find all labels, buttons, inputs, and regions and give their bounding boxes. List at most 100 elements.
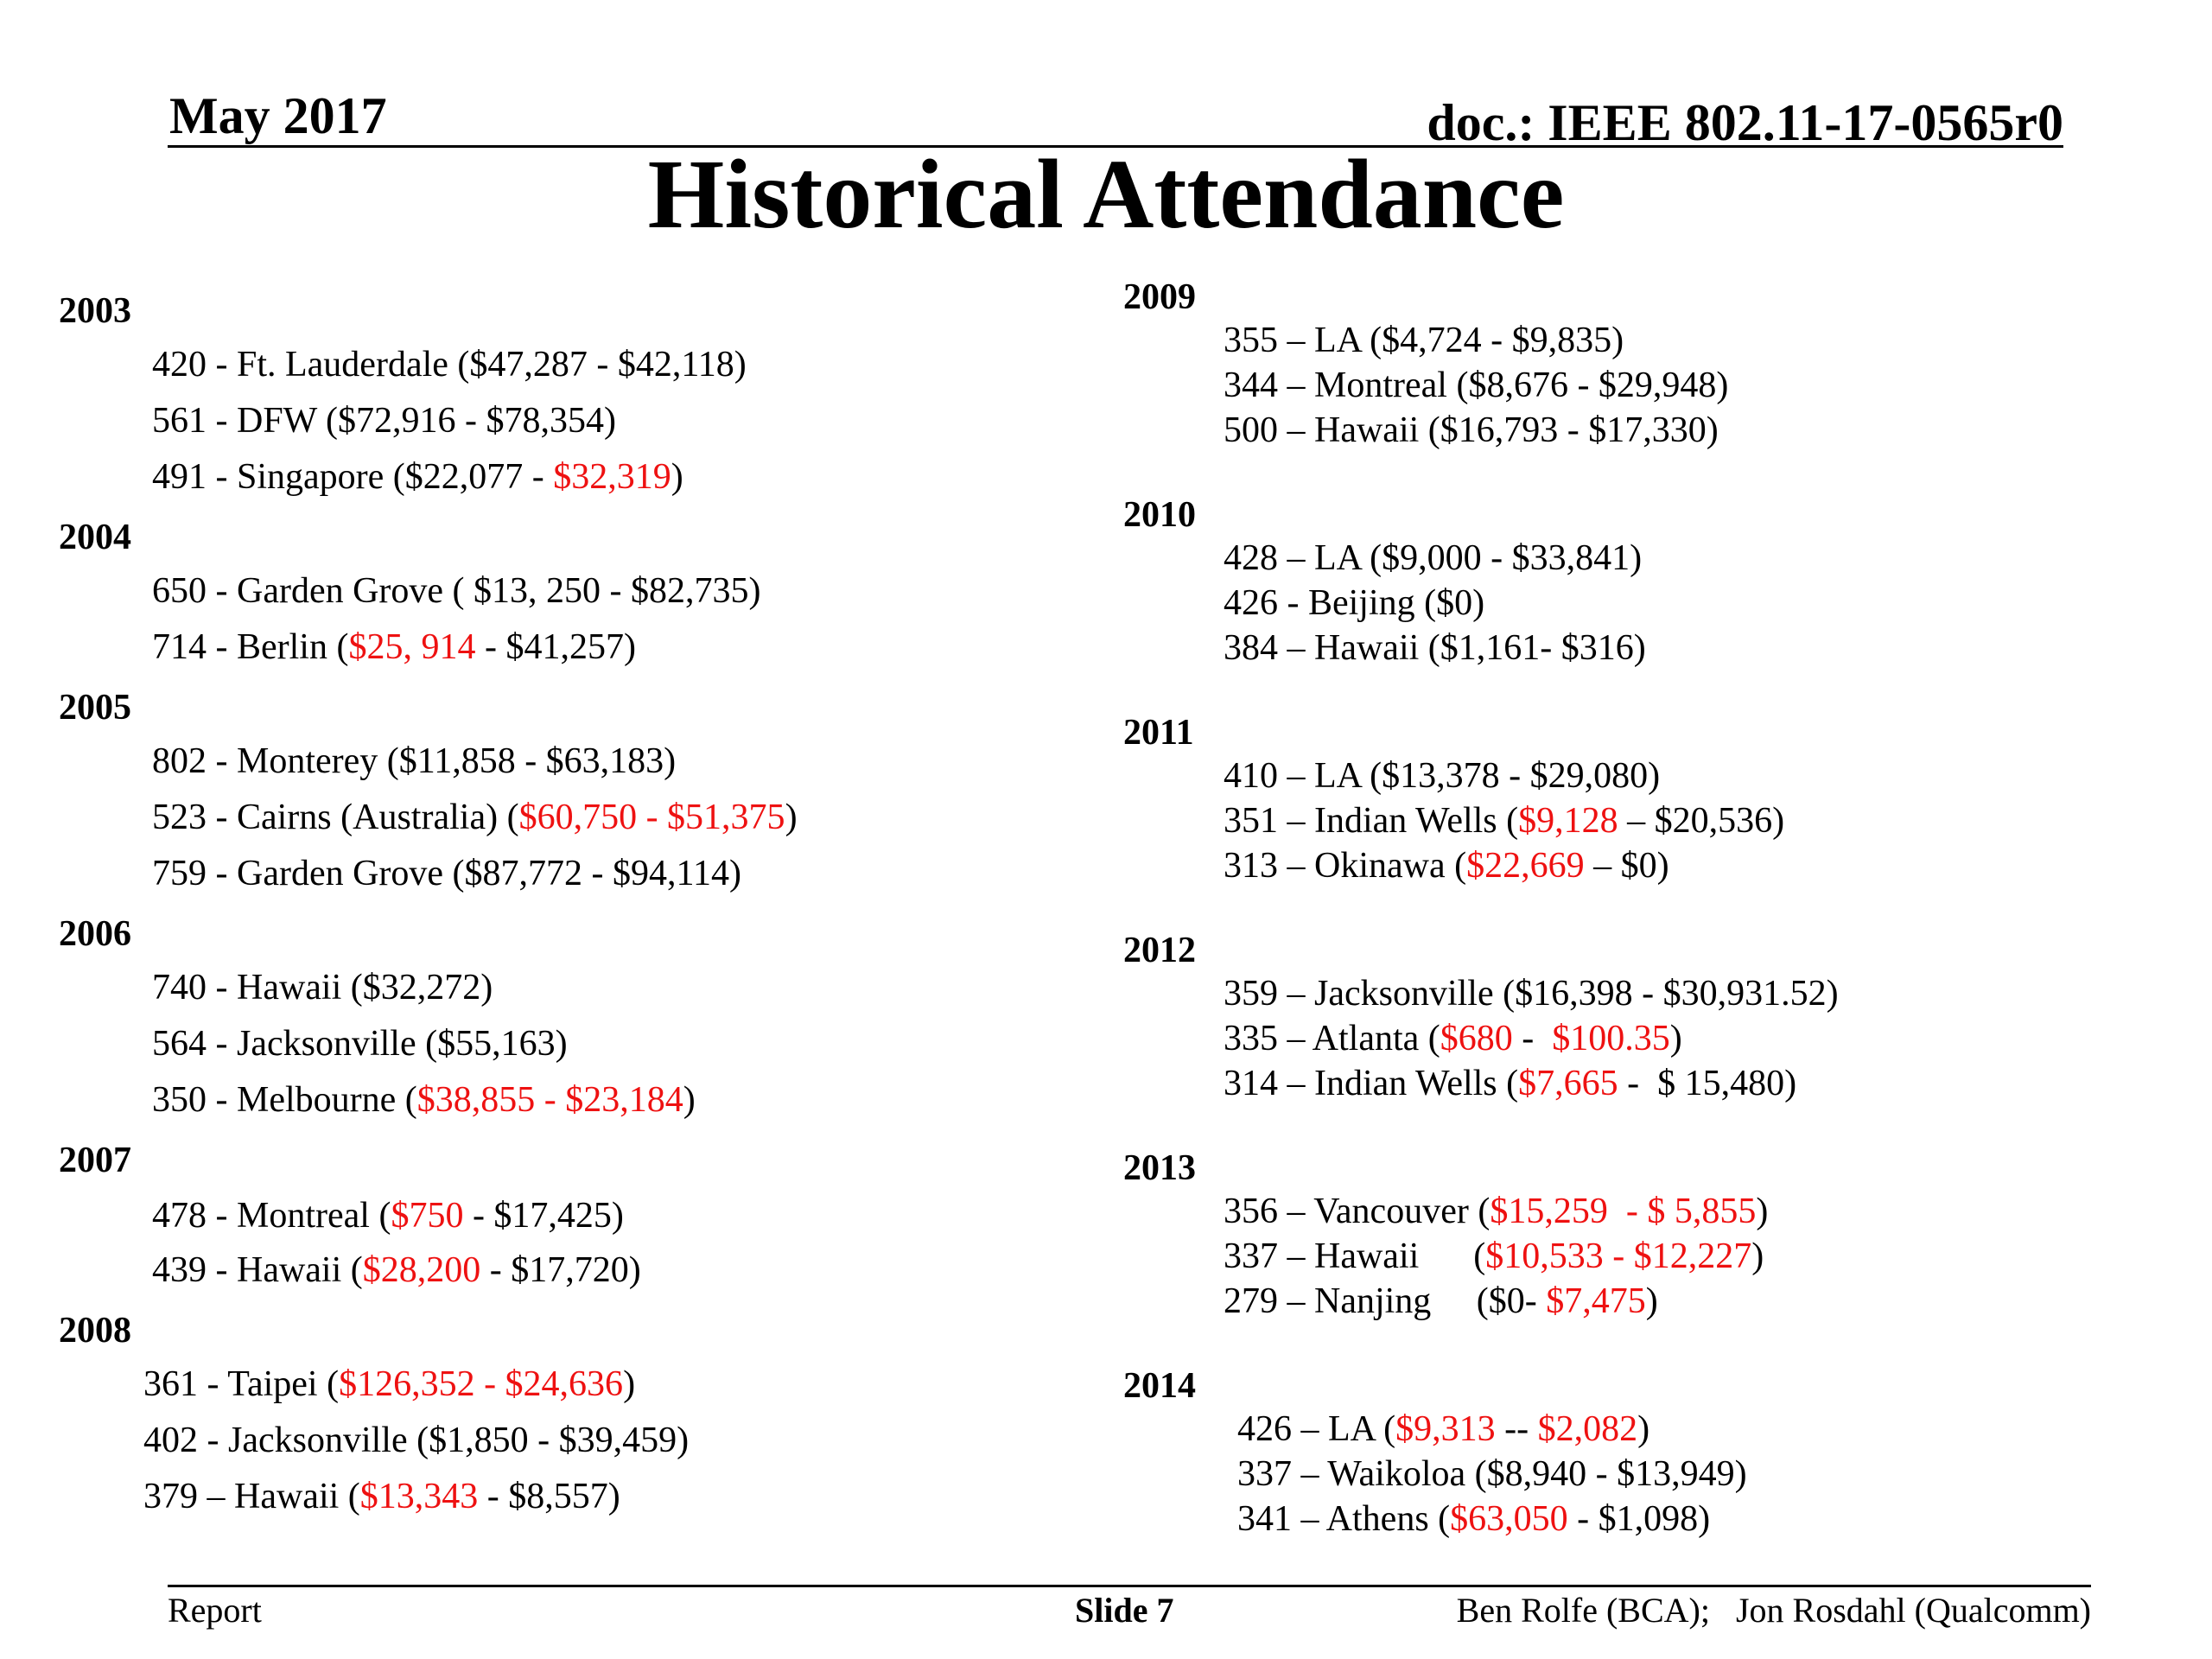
year-heading-2006: 2006: [59, 914, 131, 954]
entry-2010-2: 426 - Beijing ($0): [1224, 582, 1484, 624]
entry-text: 402 - Jacksonville ($1,850 - $39,459): [143, 1421, 690, 1460]
entry-text: - $17,425): [463, 1196, 624, 1236]
entry-2006-1: 740 - Hawaii ($32,272): [152, 967, 493, 1008]
entry-2005-3: 759 - Garden Grove ($87,772 - $94,114): [152, 853, 741, 894]
entry-text: – $20,536): [1618, 801, 1785, 841]
entry-text: 379 – Hawaii (: [143, 1477, 360, 1516]
entry-2006-3: 350 - Melbourne ($38,855 - $23,184): [152, 1079, 696, 1121]
entry-2011-1: 410 – LA ($13,378 - $29,080): [1224, 755, 1660, 797]
entry-2013-2: 337 – Hawaii ($10,533 - $12,227): [1224, 1236, 1764, 1277]
entry-2012-1: 359 – Jacksonville ($16,398 - $30,931.52…: [1224, 973, 1839, 1014]
entry-text: 313 – Okinawa (: [1224, 846, 1467, 886]
entry-2009-1: 355 – LA ($4,724 - $9,835): [1224, 320, 1624, 361]
year-heading-2007: 2007: [59, 1141, 131, 1180]
entry-text: 279 – Nanjing ($0-: [1224, 1281, 1547, 1321]
entry-text: 341 – Athens (: [1237, 1499, 1451, 1539]
entry-text: 350 - Melbourne (: [152, 1080, 417, 1120]
entry-text: 650 - Garden Grove ( $13, 250 - $82,735): [152, 571, 761, 611]
entry-2012-2: 335 – Atlanta ($680 - $100.35): [1224, 1018, 1682, 1059]
entry-text: 344 – Montreal ($8,676 - $29,948): [1224, 365, 1729, 405]
entry-2011-3: 313 – Okinawa ($22,669 – $0): [1224, 845, 1669, 887]
entry-text: ): [1756, 1192, 1769, 1231]
highlighted-amount: $13,343: [359, 1477, 479, 1516]
highlighted-amount: $10,533 - $12,227: [1485, 1236, 1752, 1276]
entry-2008-2: 402 - Jacksonville ($1,850 - $39,459): [143, 1420, 689, 1461]
entry-text: 564 - Jacksonville ($55,163): [152, 1024, 568, 1064]
entry-text: ): [1645, 1281, 1658, 1321]
entry-text: - $41,257): [475, 627, 636, 667]
entry-text: ): [683, 1080, 696, 1120]
entry-2003-3: 491 - Singapore ($22,077 - $32,319): [152, 456, 683, 498]
entry-text: 759 - Garden Grove ($87,772 - $94,114): [152, 854, 741, 893]
highlighted-amount: $9,313: [1395, 1409, 1496, 1449]
header-rule: [168, 145, 2063, 148]
entry-text: ): [671, 457, 683, 497]
entry-2014-3: 341 – Athens ($63,050 - $1,098): [1237, 1498, 1710, 1540]
entry-2010-1: 428 – LA ($9,000 - $33,841): [1224, 537, 1642, 579]
entry-text: 500 – Hawaii ($16,793 - $17,330): [1224, 410, 1719, 450]
entry-2009-2: 344 – Montreal ($8,676 - $29,948): [1224, 365, 1728, 406]
year-heading-2008: 2008: [59, 1311, 131, 1351]
year-heading-2009: 2009: [1123, 277, 1196, 317]
entry-text: 714 - Berlin (: [152, 627, 349, 667]
entry-text: 523 - Cairns (Australia) (: [152, 798, 519, 837]
entry-2013-3: 279 – Nanjing ($0- $7,475): [1224, 1281, 1658, 1322]
entry-text: - $17,720): [480, 1250, 641, 1290]
highlighted-amount: $9,128: [1518, 801, 1618, 841]
entry-text: 314 – Indian Wells (: [1224, 1064, 1519, 1103]
highlighted-amount: $32,319: [553, 457, 671, 497]
entry-text: ): [1637, 1409, 1650, 1449]
entry-text: 428 – LA ($9,000 - $33,841): [1224, 538, 1643, 578]
entry-2003-2: 561 - DFW ($72,916 - $78,354): [152, 400, 616, 442]
header-doc-id: doc.: IEEE 802.11-17-0565r0: [1427, 94, 2063, 151]
entry-2007-2: 439 - Hawaii ($28,200 - $17,720): [152, 1249, 641, 1291]
entry-text: 426 – LA (: [1237, 1409, 1396, 1449]
entry-2011-2: 351 – Indian Wells ($9,128 – $20,536): [1224, 800, 1784, 842]
entry-text: 384 – Hawaii ($1,161- $316): [1224, 628, 1646, 668]
entry-text: 410 – LA ($13,378 - $29,080): [1224, 756, 1661, 796]
entry-text: – $0): [1584, 846, 1669, 886]
highlighted-amount: $15,259 - $ 5,855: [1490, 1192, 1757, 1231]
entry-2012-3: 314 – Indian Wells ($7,665 - $ 15,480): [1224, 1063, 1796, 1104]
entry-text: 337 – Hawaii (: [1224, 1236, 1486, 1276]
entry-text: ): [623, 1364, 636, 1404]
entry-text: 439 - Hawaii (: [152, 1250, 363, 1290]
entry-2009-3: 500 – Hawaii ($16,793 - $17,330): [1224, 410, 1719, 451]
year-heading-2003: 2003: [59, 291, 131, 331]
highlighted-amount: $22,669: [1466, 846, 1585, 886]
entry-2008-3: 379 – Hawaii ($13,343 - $8,557): [143, 1476, 620, 1517]
year-heading-2013: 2013: [1123, 1148, 1196, 1188]
highlighted-amount: $38,855 - $23,184: [416, 1080, 683, 1120]
entry-2010-3: 384 – Hawaii ($1,161- $316): [1224, 627, 1646, 669]
year-heading-2005: 2005: [59, 688, 131, 728]
entry-2004-1: 650 - Garden Grove ( $13, 250 - $82,735): [152, 570, 761, 612]
entry-2013-1: 356 – Vancouver ($15,259 - $ 5,855): [1224, 1191, 1768, 1232]
entry-text: 355 – LA ($4,724 - $9,835): [1224, 321, 1624, 360]
entry-2014-1: 426 – LA ($9,313 -- $2,082): [1237, 1408, 1649, 1450]
year-heading-2010: 2010: [1123, 495, 1196, 535]
entry-text: 426 - Beijing ($0): [1224, 583, 1485, 623]
entry-2014-2: 337 – Waikoloa ($8,940 - $13,949): [1237, 1453, 1747, 1495]
entry-text: 561 - DFW ($72,916 - $78,354): [152, 401, 617, 441]
entry-text: --: [1495, 1409, 1538, 1449]
entry-text: 802 - Monterey ($11,858 - $63,183): [152, 741, 677, 781]
highlighted-amount: $750: [391, 1196, 464, 1236]
year-heading-2014: 2014: [1123, 1366, 1196, 1406]
entry-text: 337 – Waikoloa ($8,940 - $13,949): [1237, 1454, 1747, 1494]
footer-rule: [168, 1585, 2091, 1587]
entry-text: 740 - Hawaii ($32,272): [152, 968, 493, 1007]
highlighted-amount: $126,352 - $24,636: [339, 1364, 624, 1404]
highlighted-amount: $7,665: [1518, 1064, 1618, 1103]
entry-text: 335 – Atlanta (: [1224, 1019, 1440, 1058]
highlighted-amount: $63,050: [1450, 1499, 1568, 1539]
highlighted-amount: $60,750 - $51,375: [518, 798, 785, 837]
footer-left-label: Report: [168, 1591, 262, 1630]
page-title: Historical Attendance: [647, 139, 1565, 249]
entry-2004-2: 714 - Berlin ($25, 914 - $41,257): [152, 626, 636, 668]
entry-text: - $ 15,480): [1618, 1064, 1797, 1103]
entry-text: 478 - Montreal (: [152, 1196, 391, 1236]
entry-text: 356 – Vancouver (: [1224, 1192, 1491, 1231]
entry-text: 420 - Ft. Lauderdale ($47,287 - $42,118): [152, 345, 747, 385]
entry-text: -: [1512, 1019, 1553, 1058]
entry-text: ): [1751, 1236, 1764, 1276]
